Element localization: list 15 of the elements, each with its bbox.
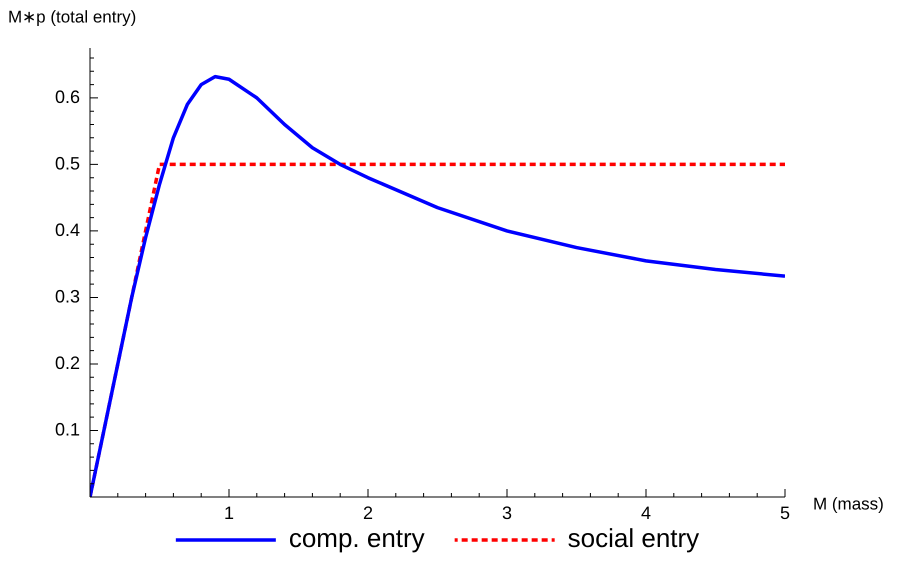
y-tick-label: 0.3 [54, 286, 80, 306]
y-tick-label: 0.6 [54, 86, 80, 107]
x-tick-label: 4 [640, 502, 652, 523]
legend-label: social entry [568, 523, 700, 554]
legend-label: comp. entry [288, 523, 425, 554]
y-tick-label: 0.1 [54, 419, 80, 440]
y-tick-label: 0.4 [54, 220, 80, 240]
x-tick-label: 1 [224, 502, 234, 523]
x-tick-label: 2 [362, 502, 374, 523]
x-tick-label: 5 [780, 502, 790, 523]
x-tick-label: 3 [502, 502, 512, 523]
y-tick-label: 0.5 [54, 153, 80, 174]
x-axis-title: M (mass) [813, 494, 884, 514]
y-axis-title: M∗p (total entry) [8, 8, 136, 27]
y-tick-label: 0.2 [54, 352, 80, 373]
